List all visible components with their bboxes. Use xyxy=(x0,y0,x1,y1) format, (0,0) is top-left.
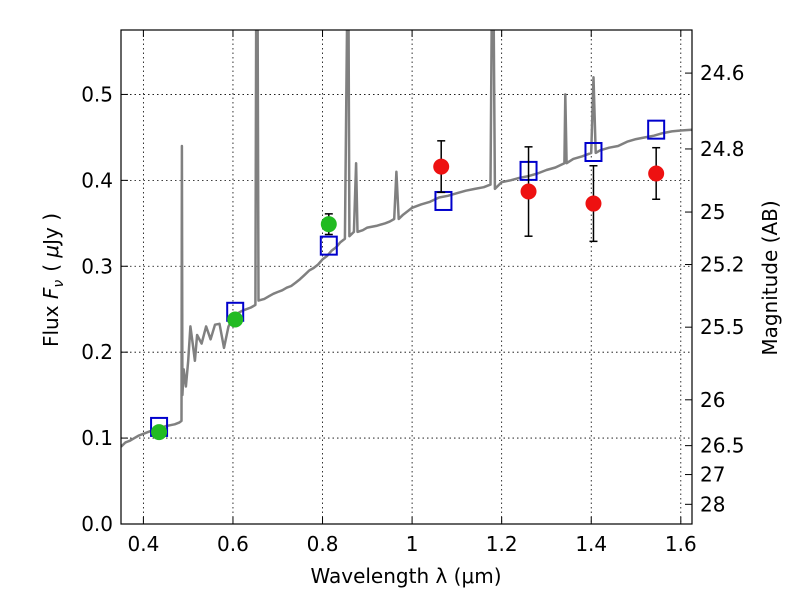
y-axis-title-subscript: ν xyxy=(51,280,67,288)
data-point xyxy=(320,216,337,233)
model-square xyxy=(647,119,666,140)
x-tick-label: 1 xyxy=(406,532,419,556)
y2-tick-label: 25.2 xyxy=(700,253,745,277)
data-point xyxy=(585,195,602,212)
y-axis-title-symbol: F xyxy=(39,287,63,299)
x-axis-title: Wavelength λ (μm) xyxy=(310,564,501,588)
y2-tick-label: 24.6 xyxy=(700,61,745,85)
plot-frame xyxy=(120,29,693,525)
x-tick-label: 0.6 xyxy=(217,532,249,556)
y2-tick-label: 25.5 xyxy=(700,315,745,339)
y-axis-title-prefix: Flux xyxy=(39,299,63,347)
y2-tick-label: 26 xyxy=(700,388,725,412)
tick-layer: 0.4 0.6 0.8 1 1.2 1.4 1.6 0.0 0.1 0.2 0.3 0.4 0.5 24.… xyxy=(81,30,745,556)
data-point xyxy=(648,165,665,182)
x-tick-label: 0.4 xyxy=(127,532,159,556)
y2-tick-label: 28 xyxy=(700,492,725,516)
y-tick-label: 0.5 xyxy=(81,82,113,106)
y-axis-title-unit-rest: Jy ) xyxy=(39,213,63,247)
y-axis-title-mu: μ xyxy=(39,245,63,259)
data-point xyxy=(227,311,244,328)
series-group xyxy=(121,30,692,448)
y2-tick-label: 24.8 xyxy=(700,137,745,161)
y2-tick-label: 25 xyxy=(700,200,725,224)
y2-axis-title: Magnitude (AB) xyxy=(758,200,782,355)
y-axis-title-unit-open: ( xyxy=(39,258,63,272)
y-tick-label: 0.3 xyxy=(81,254,113,278)
model-square xyxy=(319,235,338,256)
model-square xyxy=(584,141,603,162)
y-tick-label: 0.2 xyxy=(81,340,113,364)
x-tick-label: 1.4 xyxy=(575,532,607,556)
x-tick-label: 0.8 xyxy=(307,532,339,556)
data-point xyxy=(151,424,168,441)
y2-tick-label: 26.5 xyxy=(700,434,745,458)
x-tick-label: 1.2 xyxy=(486,532,518,556)
data-point xyxy=(520,183,537,200)
y-tick-label: 0.1 xyxy=(81,426,113,450)
series-layer xyxy=(121,30,692,448)
y-axis-title: Flux Fν ( μJy ) xyxy=(39,213,67,347)
spectrum-line xyxy=(121,30,692,448)
y2-tick-label: 27 xyxy=(700,463,725,487)
y-tick-label: 0.4 xyxy=(81,168,113,192)
data-point xyxy=(433,158,450,175)
x-tick-label: 1.6 xyxy=(665,532,697,556)
y-tick-label: 0.0 xyxy=(81,512,113,536)
grid-layer xyxy=(121,30,692,525)
